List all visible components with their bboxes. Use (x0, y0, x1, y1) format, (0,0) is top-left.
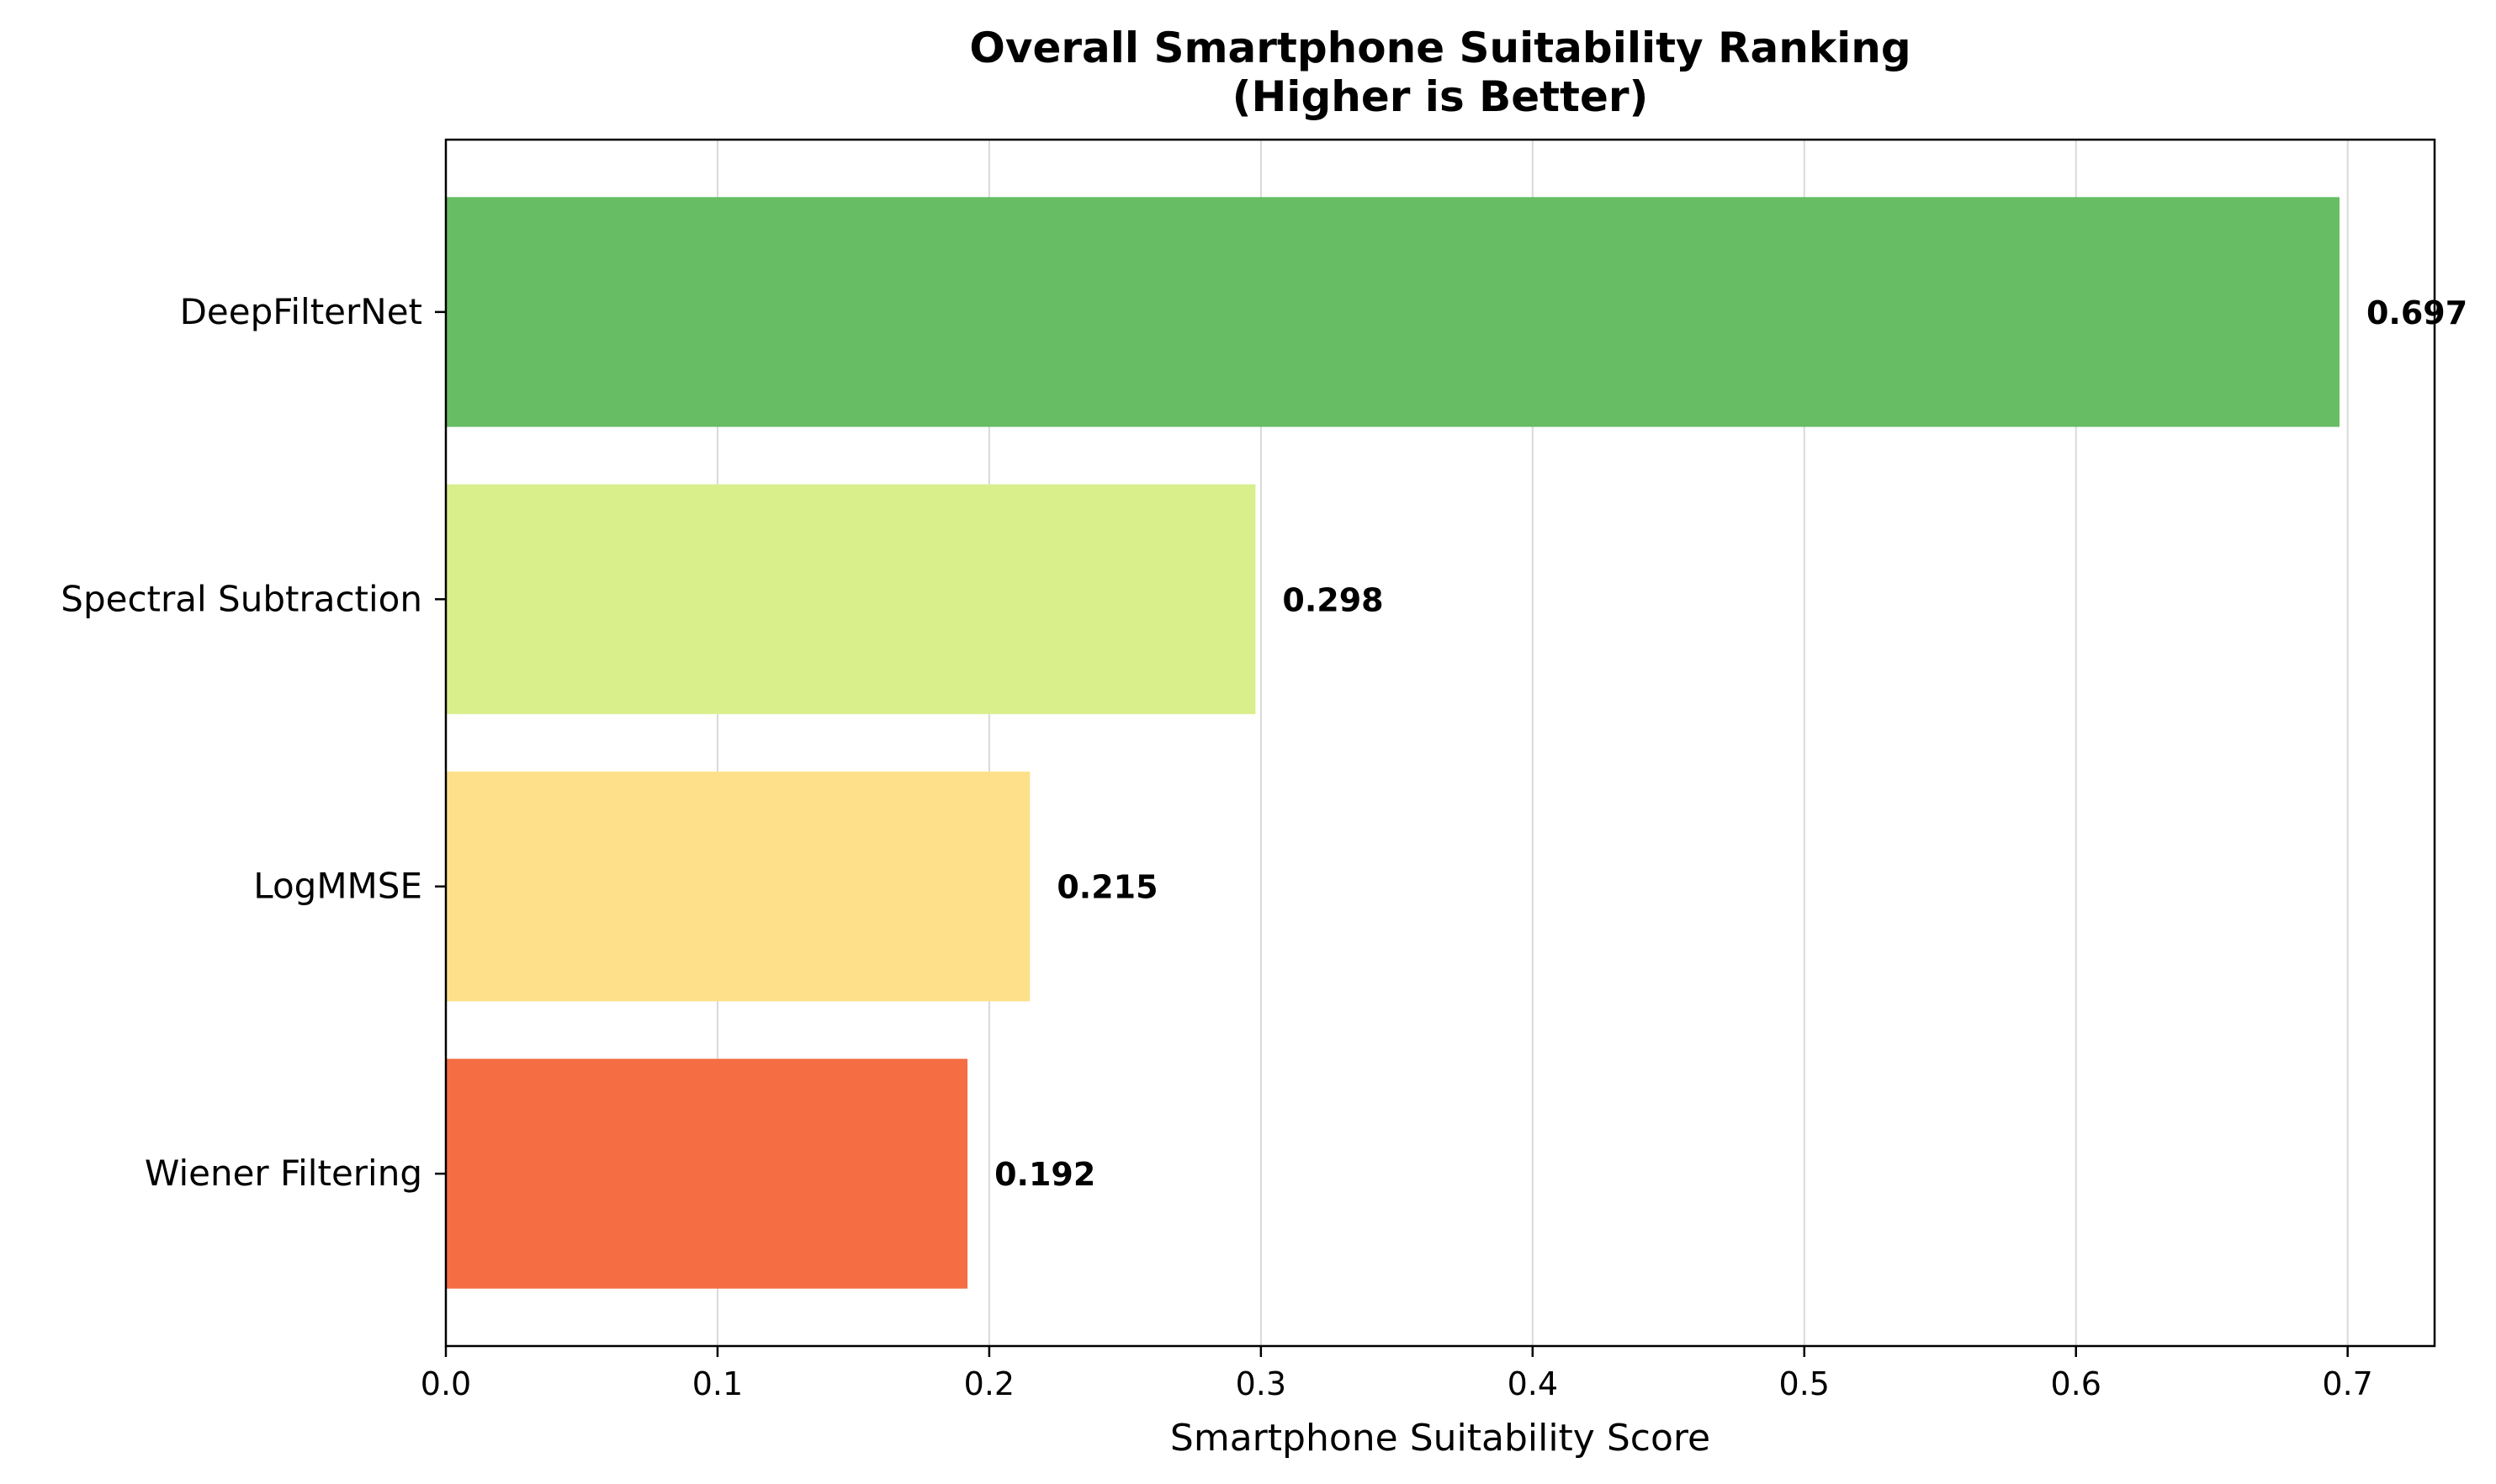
x-tick-label: 0.7 (2322, 1365, 2372, 1402)
chart-title-line-1: Overall Smartphone Suitability Ranking (969, 24, 1910, 72)
x-tick-label: 0.3 (1236, 1365, 1286, 1402)
plot-frame (444, 138, 2436, 1348)
x-tick-label: 0.4 (1508, 1365, 1558, 1402)
bar (446, 197, 2340, 427)
x-tick-label: 0.5 (1779, 1365, 1830, 1402)
bar (446, 771, 1031, 1002)
data-label: 0.298 (1282, 581, 1383, 618)
x-tick-label: 0.0 (421, 1365, 471, 1402)
x-tick-label: 0.1 (692, 1365, 743, 1402)
y-tick-label: LogMMSE (253, 866, 422, 907)
x-axis-label: Smartphone Suitability Score (1170, 1417, 1710, 1460)
data-label: 0.192 (994, 1156, 1095, 1193)
y-tick-label: Spectral Subtraction (61, 578, 422, 619)
chart-title-line-2: (Higher is Better) (1232, 72, 1649, 121)
value-labels: 0.697 0.298 0.215 0.192 (994, 294, 2467, 1193)
y-tick-label: Wiener Filtering (145, 1153, 422, 1194)
y-axis-ticks: DeepFilterNet Spectral Subtraction LogMMSE… (61, 291, 446, 1194)
bar (446, 484, 1256, 714)
bars (446, 197, 2340, 1289)
x-axis-ticks: 0.0 0.1 0.2 0.3 0.4 0.5 0.6 0.7 (421, 1346, 2373, 1402)
data-label: 0.697 (2366, 294, 2467, 331)
data-label: 0.215 (1057, 869, 1158, 906)
bar (446, 1058, 968, 1289)
x-tick-label: 0.2 (964, 1365, 1015, 1402)
y-tick-label: DeepFilterNet (180, 291, 422, 332)
x-tick-label: 0.6 (2050, 1365, 2101, 1402)
